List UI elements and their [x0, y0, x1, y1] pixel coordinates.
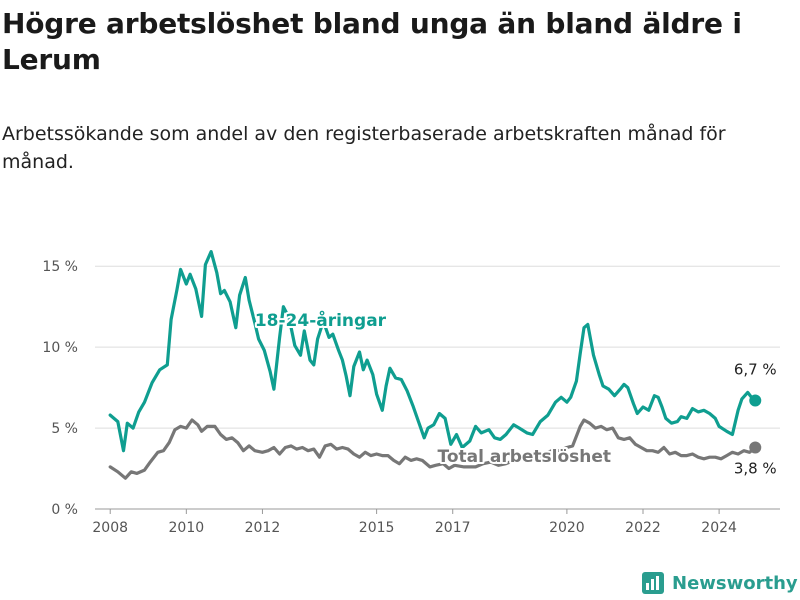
logo-text: Newsworthy: [672, 572, 798, 594]
end-value-label-youth: 6,7 %: [734, 361, 777, 379]
series-line-youth: [108, 250, 757, 453]
y-tick-label: 15 %: [42, 259, 78, 275]
series-label-total: Total arbetslöshet: [438, 447, 612, 467]
y-axis: 0 % 5 % 10 % 15 %: [42, 259, 78, 518]
end-point-youth: [749, 394, 762, 407]
y-tick-label: 0 %: [51, 502, 78, 518]
y-tick-label: 10 %: [42, 340, 78, 356]
x-tick-label: 2008: [92, 520, 128, 536]
gridlines: [95, 265, 780, 510]
newsworthy-logo: Newsworthy: [642, 568, 798, 598]
x-axis: 2008 2010 2012 2015 2017 2020 2022 2024: [92, 509, 737, 536]
series-lines: [108, 250, 762, 480]
chart-title: Högre arbetslöshet bland unga än bland ä…: [2, 7, 742, 76]
bar-chart-icon: [642, 572, 664, 594]
end-point-total: [749, 441, 762, 454]
chart-subtitle: Arbetssökande som andel av den registerb…: [2, 123, 726, 173]
x-tick-label: 2012: [245, 520, 281, 536]
x-tick-label: 2017: [435, 520, 471, 536]
end-value-label-total: 3,8 %: [734, 459, 777, 477]
series-labels: 3,8 % 6,7 % 18-24-åringar Total arbetslöshe…: [253, 307, 777, 477]
x-tick-label: 2015: [359, 520, 395, 536]
y-tick-label: 5 %: [51, 421, 78, 437]
series-line-total: [108, 418, 757, 480]
series-label-youth: 18-24-åringar: [255, 309, 387, 331]
x-tick-label: 2020: [549, 520, 585, 536]
x-tick-label: 2022: [625, 520, 661, 536]
x-tick-label: 2024: [701, 520, 737, 536]
x-tick-label: 2010: [169, 520, 205, 536]
